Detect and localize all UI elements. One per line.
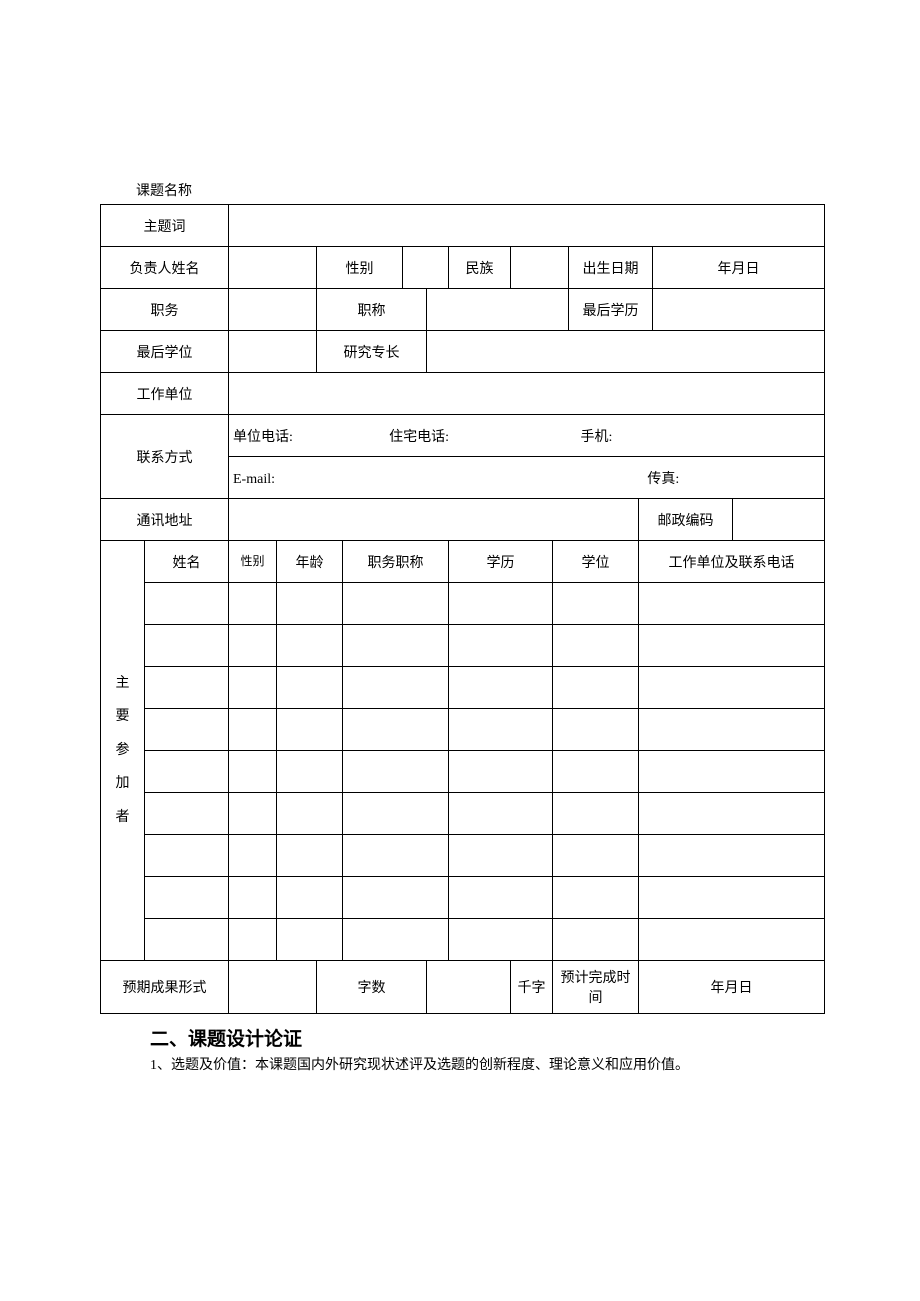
cell-ethnicity bbox=[511, 247, 569, 289]
vt3: 参 bbox=[116, 743, 130, 758]
label-wordcount: 字数 bbox=[317, 961, 427, 1014]
cell-estcomplete: 年月日 bbox=[639, 961, 825, 1014]
label-participants: 主 要 参 加 者 bbox=[101, 541, 145, 961]
label-email: E-mail: bbox=[233, 472, 644, 488]
ph-position-title: 职务职称 bbox=[343, 541, 449, 583]
row-address: 通讯地址 邮政编码 bbox=[101, 499, 825, 541]
cell-address bbox=[229, 499, 639, 541]
label-title: 职称 bbox=[317, 289, 427, 331]
label-mobile: 手机: bbox=[580, 426, 721, 446]
section-heading: 二、课题设计论证 bbox=[150, 1024, 820, 1051]
row-subject: 主题词 bbox=[101, 205, 825, 247]
row-workunit: 工作单位 bbox=[101, 373, 825, 415]
vt1: 主 bbox=[116, 676, 130, 691]
row-contact-1: 联系方式 单位电话: 住宅电话: 手机: bbox=[101, 415, 825, 457]
ph-age: 年龄 bbox=[277, 541, 343, 583]
table-row bbox=[101, 583, 825, 625]
label-subject: 主题词 bbox=[101, 205, 229, 247]
label-position: 职务 bbox=[101, 289, 229, 331]
label-address: 通讯地址 bbox=[101, 499, 229, 541]
section-paragraph: 1、选题及价值：本课题国内外研究现状述评及选题的创新程度、理论意义和应用价值。 bbox=[150, 1055, 820, 1077]
label-contact: 联系方式 bbox=[101, 415, 229, 499]
table-row bbox=[101, 667, 825, 709]
row-outcome: 预期成果形式 字数 千字 预计完成时间 年月日 bbox=[101, 961, 825, 1014]
label-estcomplete: 预计完成时间 bbox=[553, 961, 639, 1014]
table-row bbox=[101, 919, 825, 961]
cell-postcode bbox=[733, 499, 825, 541]
label-kword: 千字 bbox=[511, 961, 553, 1014]
row-leader: 负责人姓名 性别 民族 出生日期 年月日 bbox=[101, 247, 825, 289]
cell-leader-name bbox=[229, 247, 317, 289]
label-education: 最后学历 bbox=[569, 289, 653, 331]
row-participants-header: 主 要 参 加 者 姓名 性别 年龄 职务职称 学历 学位 工作单位及联系电话 bbox=[101, 541, 825, 583]
cell-education bbox=[653, 289, 825, 331]
label-gender: 性别 bbox=[317, 247, 403, 289]
table-row bbox=[101, 835, 825, 877]
cell-degree bbox=[229, 331, 317, 373]
table-row bbox=[101, 751, 825, 793]
cell-subject-value bbox=[229, 205, 825, 247]
top-label: 课题名称 bbox=[136, 180, 820, 200]
label-workunit: 工作单位 bbox=[101, 373, 229, 415]
cell-title bbox=[427, 289, 569, 331]
cell-position bbox=[229, 289, 317, 331]
label-specialty: 研究专长 bbox=[317, 331, 427, 373]
ph-gender: 性别 bbox=[229, 541, 277, 583]
cell-contact-2: E-mail: 传真: bbox=[229, 457, 825, 499]
ph-name: 姓名 bbox=[145, 541, 229, 583]
table-row bbox=[101, 793, 825, 835]
ph-workcontact: 工作单位及联系电话 bbox=[639, 541, 825, 583]
cell-workunit bbox=[229, 373, 825, 415]
cell-contact-1: 单位电话: 住宅电话: 手机: bbox=[229, 415, 825, 457]
row-position: 职务 职称 最后学历 bbox=[101, 289, 825, 331]
table-row bbox=[101, 709, 825, 751]
label-outcome: 预期成果形式 bbox=[101, 961, 229, 1014]
label-unit-phone: 单位电话: bbox=[233, 426, 386, 446]
ph-education: 学历 bbox=[449, 541, 553, 583]
table-row bbox=[101, 877, 825, 919]
vt2: 要 bbox=[116, 709, 130, 724]
label-leader-name: 负责人姓名 bbox=[101, 247, 229, 289]
ph-degree: 学位 bbox=[553, 541, 639, 583]
row-degree: 最后学位 研究专长 bbox=[101, 331, 825, 373]
label-postcode: 邮政编码 bbox=[639, 499, 733, 541]
label-fax: 传真: bbox=[647, 468, 679, 488]
label-ethnicity: 民族 bbox=[449, 247, 511, 289]
label-home-phone: 住宅电话: bbox=[389, 426, 577, 446]
vt4: 加 bbox=[116, 776, 130, 791]
form-table: 主题词 负责人姓名 性别 民族 出生日期 年月日 职务 职称 最后学历 最后学位… bbox=[100, 204, 825, 1014]
label-degree: 最后学位 bbox=[101, 331, 229, 373]
cell-outcome bbox=[229, 961, 317, 1014]
table-row bbox=[101, 625, 825, 667]
cell-gender bbox=[403, 247, 449, 289]
cell-birthdate: 年月日 bbox=[653, 247, 825, 289]
cell-specialty bbox=[427, 331, 825, 373]
vt5: 者 bbox=[116, 810, 130, 825]
label-birthdate: 出生日期 bbox=[569, 247, 653, 289]
cell-wordcount bbox=[427, 961, 511, 1014]
